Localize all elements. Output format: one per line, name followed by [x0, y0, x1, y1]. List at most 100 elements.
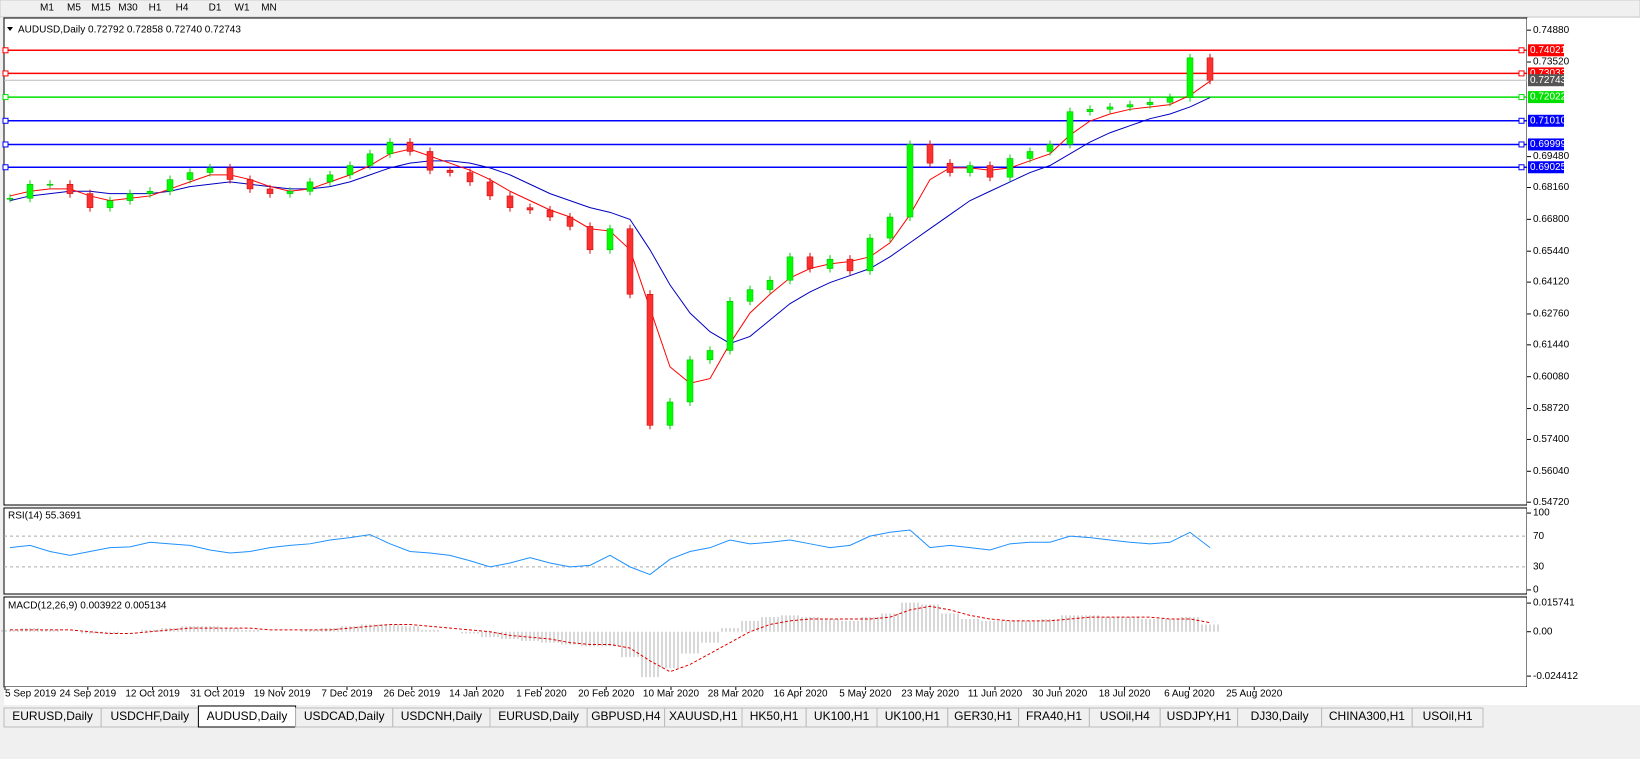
rsi-tick-label: 70: [1533, 531, 1545, 542]
x-tick-label: 28 Mar 2020: [708, 689, 765, 700]
candle: [1086, 109, 1094, 112]
level-label-box: [1528, 161, 1564, 174]
candle: [186, 172, 194, 180]
timeframe-button[interactable]: MN: [261, 3, 277, 14]
candle: [966, 165, 974, 173]
candle: [686, 359, 694, 403]
tab-label[interactable]: XAUUSD,H1: [669, 709, 738, 723]
timeframe-button[interactable]: W1: [235, 3, 250, 14]
timeframe-button[interactable]: H1: [149, 3, 162, 14]
x-tick-label: 11 Jun 2020: [968, 689, 1023, 700]
x-tick-label: 10 Mar 2020: [643, 689, 700, 700]
tab[interactable]: USDCNH,Daily: [392, 707, 491, 728]
candle: [606, 228, 614, 251]
tab[interactable]: USOil,H4: [1088, 707, 1161, 728]
candle: [6, 198, 14, 200]
candle: [1066, 111, 1074, 145]
timeframe-button[interactable]: M5: [67, 3, 81, 14]
tab[interactable]: GER30,H1: [947, 707, 1020, 728]
rsi-panel: [3, 507, 1528, 595]
candle: [986, 165, 994, 178]
candle: [566, 216, 574, 227]
timeframe-button[interactable]: M1: [40, 3, 54, 14]
tab[interactable]: USDCAD,Daily: [295, 707, 394, 728]
y-tick-label: 0.58720: [1533, 403, 1570, 414]
tab[interactable]: DJ30,Daily: [1237, 707, 1323, 728]
x-tick-label: 31 Oct 2019: [190, 689, 245, 700]
macd-tick-label: 0.015741: [1533, 598, 1575, 609]
tab-label[interactable]: USDCHF,Daily: [110, 709, 189, 723]
ma-slow: [9, 97, 1211, 344]
candle: [1006, 158, 1014, 178]
candle: [1106, 106, 1114, 110]
tab-label[interactable]: CHINA300,H1: [1329, 709, 1405, 723]
tab[interactable]: EURUSD,Daily: [489, 707, 588, 728]
price-axis: [1527, 18, 1640, 687]
tab-label[interactable]: EURUSD,Daily: [498, 709, 579, 723]
y-tick-label: 0.61440: [1533, 339, 1570, 350]
candle: [1046, 144, 1054, 152]
level-anchor: [1518, 94, 1525, 101]
tab-label[interactable]: HK50,H1: [750, 709, 799, 723]
tab[interactable]: USDCHF,Daily: [100, 707, 199, 728]
x-tick-label: 14 Jan 2020: [449, 689, 504, 700]
tab-label[interactable]: UK100,H1: [814, 709, 870, 723]
macd-tick-label: 0.00: [1533, 626, 1553, 637]
tab-label[interactable]: FRA40,H1: [1026, 709, 1082, 723]
tab[interactable]: HK50,H1: [741, 707, 807, 728]
level-anchor: [2, 47, 9, 54]
level-anchor: [2, 117, 9, 124]
candle: [626, 228, 634, 295]
y-tick-label: 0.54720: [1533, 497, 1570, 508]
header-arrow: [7, 27, 13, 31]
level-label: 0.69999: [1530, 139, 1567, 150]
candle: [146, 191, 154, 194]
candle: [766, 279, 774, 290]
tab-label[interactable]: GER30,H1: [954, 709, 1012, 723]
tab[interactable]: USDJPY,H1: [1159, 707, 1239, 728]
tab[interactable]: UK100,H1: [876, 707, 949, 728]
tab[interactable]: AUDUSD,Daily: [197, 705, 297, 728]
tab-label[interactable]: USOil,H4: [1100, 709, 1150, 723]
timeframe-button[interactable]: M15: [91, 3, 111, 14]
chart-header: AUDUSD,Daily 0.72792 0.72858 0.72740 0.7…: [18, 25, 241, 36]
tab-label[interactable]: UK100,H1: [885, 709, 941, 723]
tab[interactable]: UK100,H1: [805, 707, 878, 728]
candle: [366, 153, 374, 166]
x-tick-label: 23 May 2020: [901, 689, 959, 700]
tab-label[interactable]: EURUSD,Daily: [12, 709, 93, 723]
tab-label[interactable]: USDCAD,Daily: [304, 709, 385, 723]
tab[interactable]: CHINA300,H1: [1321, 707, 1413, 728]
y-tick-label: 0.69480: [1533, 151, 1570, 162]
tab[interactable]: USOil,H1: [1411, 707, 1484, 728]
y-tick-label: 0.60080: [1533, 371, 1570, 382]
level-label-box: [1528, 44, 1564, 57]
candle: [1126, 104, 1134, 108]
tab[interactable]: FRA40,H1: [1018, 707, 1090, 728]
tab-label[interactable]: DJ30,Daily: [1251, 709, 1309, 723]
timeframe-button[interactable]: D1: [209, 3, 222, 14]
tab-label[interactable]: USDCNH,Daily: [401, 709, 482, 723]
tab-label[interactable]: USDJPY,H1: [1167, 709, 1232, 723]
tab-label[interactable]: AUDUSD,Daily: [207, 709, 288, 723]
tab[interactable]: GBPUSD,H4: [586, 707, 666, 728]
candle: [826, 258, 834, 269]
x-tick-label: 20 Feb 2020: [578, 689, 635, 700]
candle: [1206, 57, 1214, 81]
candle: [886, 216, 894, 239]
candle: [786, 256, 794, 281]
tab-label[interactable]: USOil,H1: [1423, 709, 1473, 723]
tab-label[interactable]: GBPUSD,H4: [591, 709, 661, 723]
y-tick-label: 0.74880: [1533, 25, 1570, 36]
candle: [466, 172, 474, 183]
timeframe-button[interactable]: M30: [118, 3, 138, 14]
candle: [46, 183, 54, 186]
timeframe-button[interactable]: H4: [176, 3, 189, 14]
level-label: 0.69025: [1530, 162, 1567, 173]
y-tick-label: 0.68160: [1533, 182, 1570, 193]
tab[interactable]: XAUUSD,H1: [664, 707, 743, 728]
time-axis: [4, 687, 1640, 705]
level-label-box: [1528, 114, 1564, 127]
tab[interactable]: EURUSD,Daily: [3, 707, 102, 728]
